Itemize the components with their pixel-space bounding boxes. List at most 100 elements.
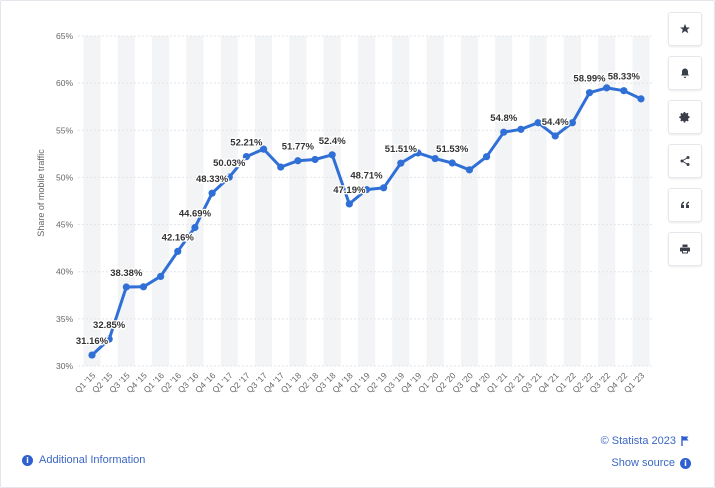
print-button[interactable]	[668, 232, 702, 266]
star-icon	[680, 24, 690, 34]
gear-icon	[679, 112, 690, 123]
category-band	[323, 36, 341, 366]
favorite-button[interactable]	[668, 12, 702, 46]
data-point[interactable]	[448, 159, 456, 167]
data-point[interactable]	[414, 149, 422, 157]
data-point[interactable]	[465, 166, 474, 174]
category-band	[392, 36, 410, 366]
data-label: 58.33%	[608, 72, 641, 83]
data-label: 52.21%	[230, 138, 263, 149]
y-tick-label: 65%	[56, 31, 73, 41]
additional-information-link[interactable]: i Additional Information	[22, 454, 145, 466]
category-band	[83, 36, 101, 366]
data-point[interactable]	[174, 247, 182, 255]
data-point[interactable]	[328, 151, 336, 159]
data-label: 50.03%	[213, 158, 246, 169]
data-point[interactable]	[259, 145, 268, 153]
y-tick-label: 50%	[56, 172, 73, 182]
data-label: 48.71%	[350, 171, 383, 182]
data-label: 31.16%	[76, 336, 109, 347]
data-label: 48.33%	[196, 174, 229, 185]
show-source-link[interactable]: Show source i	[611, 457, 691, 469]
data-point[interactable]	[88, 351, 96, 359]
copyright-label: © Statista 2023	[600, 435, 676, 447]
data-point[interactable]	[585, 89, 594, 97]
data-point[interactable]	[500, 128, 508, 136]
data-point[interactable]	[242, 152, 251, 161]
notification-button[interactable]	[668, 56, 702, 90]
data-point[interactable]	[397, 159, 405, 167]
category-band	[495, 36, 513, 366]
category-band	[357, 36, 376, 366]
data-point[interactable]	[311, 155, 319, 164]
y-axis-label: Share of mobile traffic	[36, 149, 46, 237]
data-point[interactable]	[294, 157, 302, 165]
data-point[interactable]	[603, 84, 611, 92]
y-tick-label: 45%	[56, 220, 73, 230]
category-band	[563, 36, 581, 366]
data-point[interactable]	[225, 173, 233, 181]
data-point[interactable]	[157, 272, 165, 281]
category-band	[186, 36, 204, 366]
data-label: 44.69%	[179, 208, 212, 219]
data-point[interactable]	[122, 283, 130, 291]
category-band	[529, 36, 547, 366]
y-tick-label: 35%	[56, 314, 73, 324]
category-band	[598, 36, 616, 366]
data-label: 54.8%	[490, 113, 517, 124]
info-icon: i	[680, 457, 691, 469]
category-band	[254, 36, 273, 366]
data-label: 58.99%	[573, 74, 606, 85]
data-label: 52.4%	[319, 136, 346, 147]
data-point[interactable]	[208, 189, 216, 197]
category-band	[426, 36, 444, 366]
data-label: 38.38%	[110, 268, 143, 279]
cite-button[interactable]	[668, 188, 702, 222]
data-point[interactable]	[362, 185, 371, 194]
category-band	[117, 36, 135, 366]
flag-icon	[681, 436, 689, 446]
y-tick-label: 60%	[56, 78, 73, 88]
bell-icon	[681, 68, 689, 78]
printer-icon	[680, 244, 690, 254]
data-point[interactable]	[517, 125, 525, 133]
category-band	[460, 36, 479, 366]
data-point[interactable]	[620, 87, 628, 95]
chart-toolbar	[668, 12, 702, 276]
data-point[interactable]	[637, 95, 645, 103]
category-band	[220, 36, 238, 366]
data-point[interactable]	[534, 119, 542, 127]
data-point[interactable]	[551, 132, 559, 140]
y-tick-label: 55%	[56, 125, 73, 135]
y-tick-label: 40%	[56, 267, 73, 277]
data-point[interactable]	[105, 335, 113, 343]
data-point[interactable]	[431, 154, 439, 163]
share-button[interactable]	[668, 144, 702, 178]
data-point[interactable]	[191, 223, 199, 232]
category-band	[152, 36, 170, 366]
data-label: 32.85%	[93, 320, 126, 331]
data-point[interactable]	[482, 153, 491, 161]
settings-button[interactable]	[668, 100, 702, 134]
info-icon: i	[22, 454, 33, 466]
data-point[interactable]	[345, 200, 353, 208]
data-point[interactable]	[380, 184, 388, 192]
data-label: 51.77%	[282, 142, 315, 153]
data-label: 47.19%	[333, 185, 366, 196]
data-point[interactable]	[139, 283, 148, 291]
quote-icon	[681, 201, 689, 208]
y-tick-label: 30%	[56, 361, 73, 371]
show-source-label: Show source	[611, 457, 675, 469]
category-band	[632, 36, 650, 366]
share-icon	[680, 156, 690, 166]
data-label: 51.51%	[385, 144, 418, 155]
data-point[interactable]	[568, 119, 576, 127]
category-band	[289, 36, 307, 366]
data-label: 54.4%	[542, 117, 569, 128]
data-label: 51.53%	[436, 144, 469, 155]
data-point[interactable]	[277, 163, 285, 171]
additional-information-label: Additional Information	[39, 454, 146, 466]
data-label: 42.16%	[162, 232, 195, 243]
copyright: © Statista 2023	[601, 435, 689, 447]
